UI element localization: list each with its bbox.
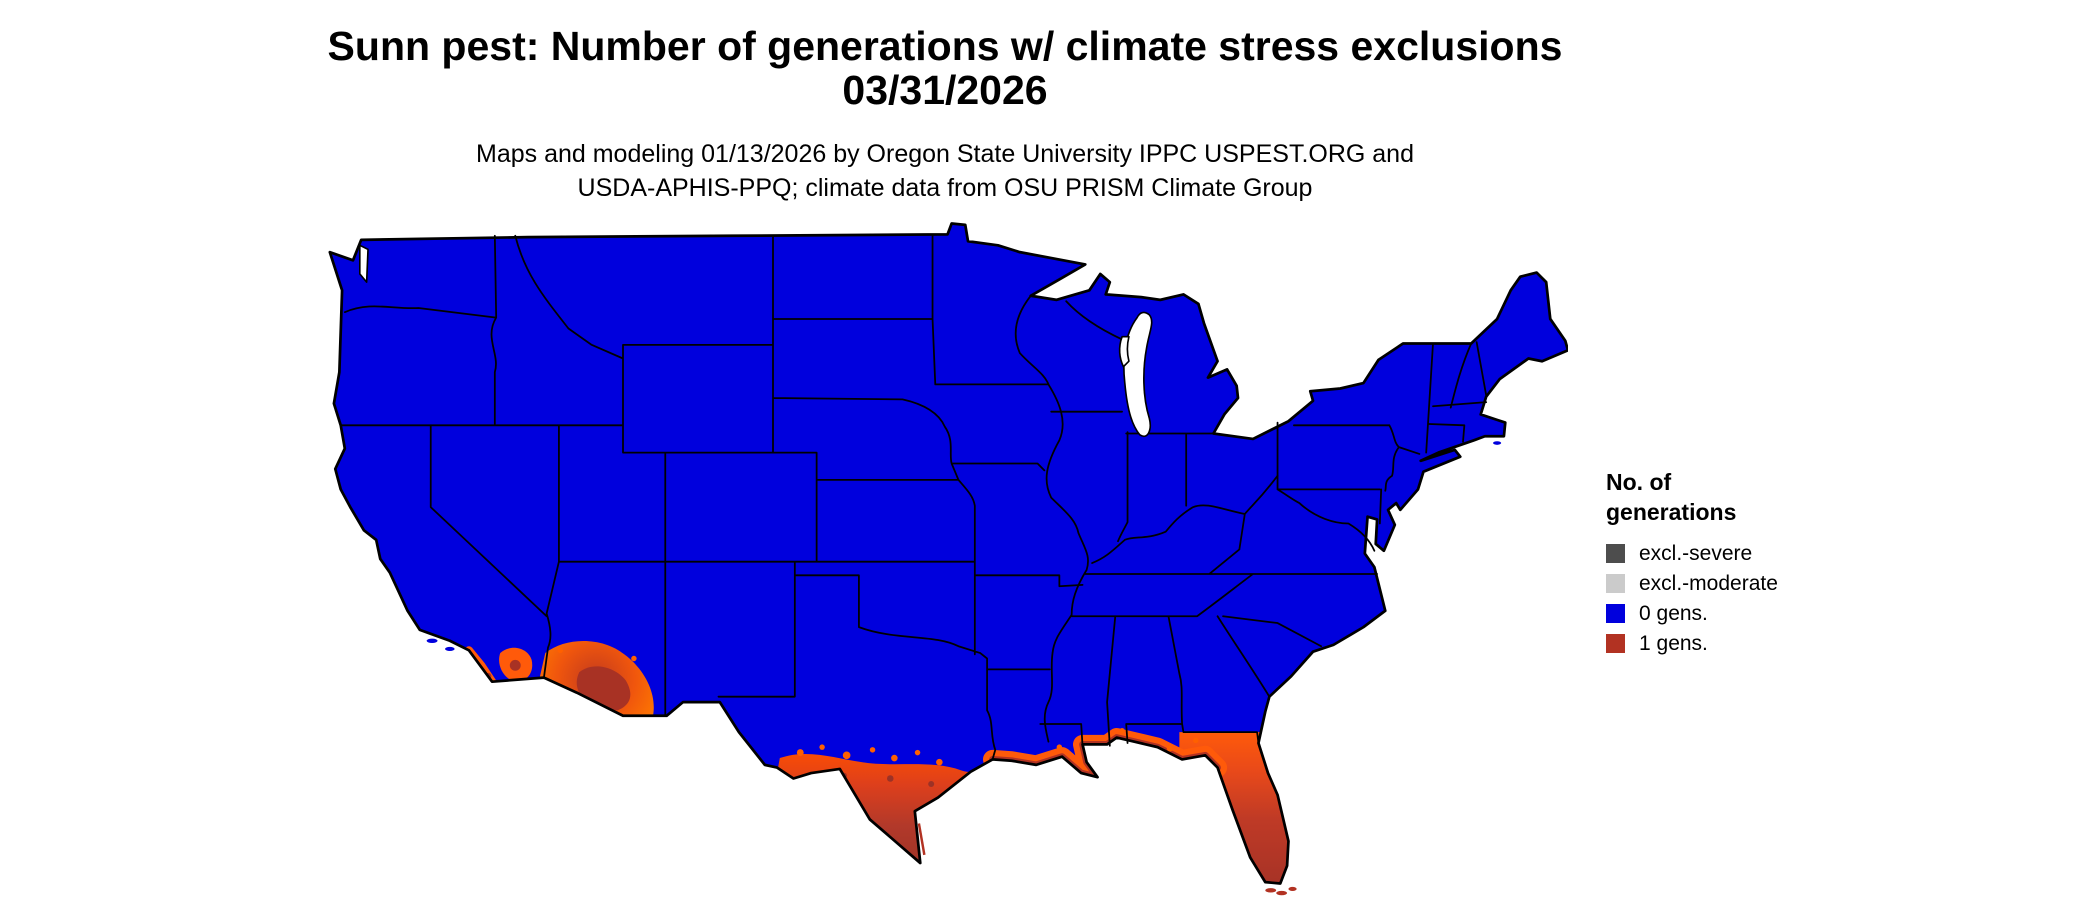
state-borders-central — [1014, 294, 1378, 747]
state-borders-west — [339, 234, 1084, 761]
legend-color-swatch — [1606, 634, 1625, 654]
legend-color-swatch — [1606, 604, 1625, 624]
channel-islands — [445, 646, 455, 651]
legend-color-swatch — [1606, 573, 1625, 593]
us-map — [328, 222, 1568, 896]
title-line1: Sunn pest: Number of generations w/ clim… — [327, 23, 1563, 69]
page-subtitle: Maps and modeling 01/13/2026 by Oregon S… — [0, 137, 1890, 206]
channel-islands — [426, 638, 438, 643]
legend-title-line2: generations — [1606, 498, 1737, 525]
puget-sound — [359, 244, 369, 283]
legend-item-label: excl.-moderate — [1639, 571, 1778, 595]
map-legend: No. of generations excl.-severe excl.-mo… — [1606, 468, 1886, 662]
legend-title: No. of generations — [1606, 468, 1886, 528]
legend-item-label: excl.-severe — [1639, 541, 1753, 565]
subtitle-line2: USDA-APHIS-PPQ; climate data from OSU PR… — [577, 174, 1313, 203]
figure-header: Sunn pest: Number of generations w/ clim… — [0, 24, 1890, 206]
padre-island — [917, 823, 926, 856]
legend-item: 0 gens. — [1606, 602, 1886, 625]
legend-item: excl.-severe — [1606, 542, 1886, 565]
green-bay — [1118, 335, 1130, 368]
imperial-valley-core — [509, 659, 521, 671]
great-lakes — [359, 244, 1153, 437]
page-title: Sunn pest: Number of generations w/ clim… — [0, 24, 1890, 113]
state-borders — [339, 234, 1488, 761]
offshore-features — [426, 441, 1502, 896]
title-date: 03/31/2026 — [842, 67, 1048, 114]
legend-item: excl.-moderate — [1606, 572, 1886, 595]
state-borders-northeast — [1276, 341, 1488, 552]
legend-item-label: 0 gens. — [1639, 601, 1708, 625]
florida-keys — [1288, 886, 1297, 891]
legend-item: 1 gens. — [1606, 632, 1886, 655]
legend-item-label: 1 gens. — [1639, 632, 1708, 656]
lake-michigan — [1123, 311, 1153, 437]
subtitle-line1: Maps and modeling 01/13/2026 by Oregon S… — [476, 139, 1414, 168]
nantucket-island — [1493, 441, 1502, 445]
legend-color-swatch — [1606, 543, 1625, 563]
florida-keys — [1265, 888, 1277, 893]
transition-speckles — [557, 647, 1199, 766]
legend-items: excl.-severe excl.-moderate 0 gens. 1 ge… — [1606, 542, 1886, 655]
legend-title-line1: No. of — [1606, 469, 1672, 495]
